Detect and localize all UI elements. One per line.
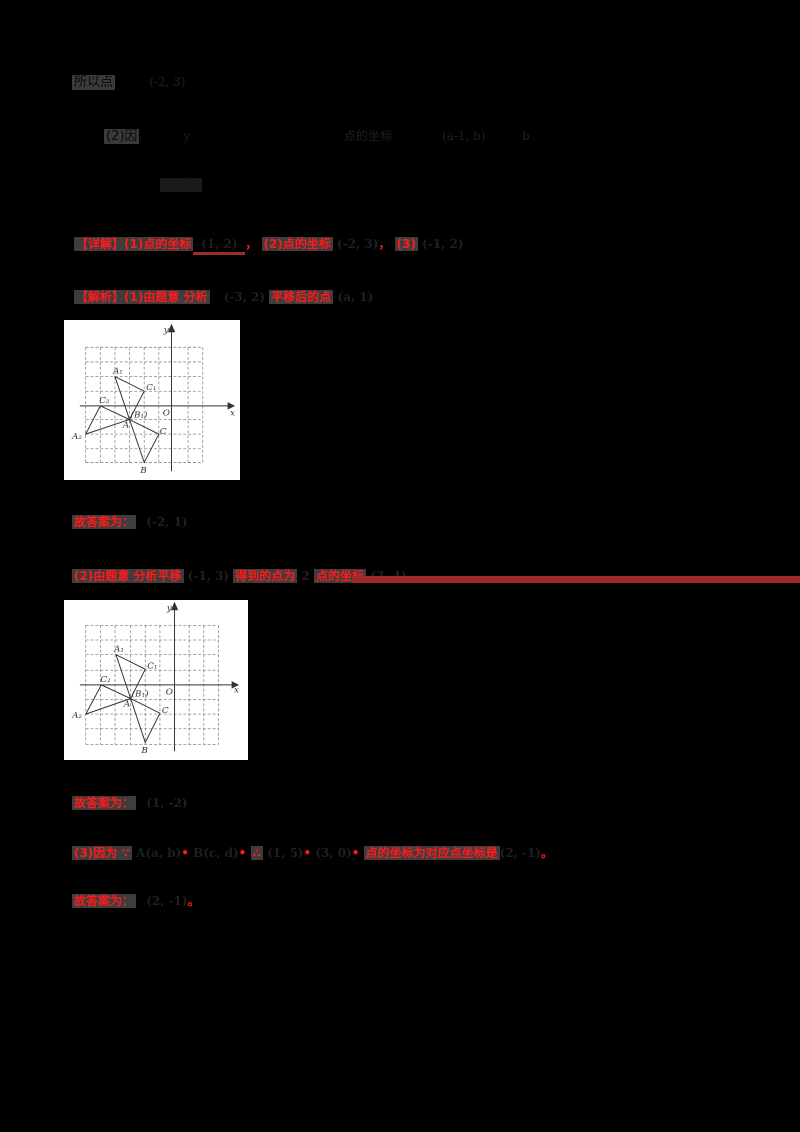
analysis3-math3: (1, 5)	[267, 846, 304, 860]
text-line-2: (2)因 y 点的坐标 (a-1, b) b	[104, 128, 544, 145]
line2-math3: b	[522, 129, 530, 143]
analysis1-math2: (a, 1)	[337, 290, 374, 304]
analysis2-label: (2)由题意 分析平移	[72, 569, 184, 583]
answer-line-2: 故答案为： (-2, 1)	[72, 514, 188, 530]
point-c1-label: C₁	[146, 383, 156, 393]
point-a1-label: A₁	[112, 367, 123, 377]
point-c-label-2: C	[162, 706, 169, 716]
point-a2-label-2: A₂	[71, 711, 82, 721]
analysis3-math5: (2, -1)	[499, 846, 542, 860]
coordinate-figure-2: x y O A B C A₁ (B₁) C₁ A₂ C₂	[64, 600, 248, 760]
analysis3-math2: B(c, d)	[193, 846, 239, 860]
answer-line-1: 【详解】(1)点的坐标 (1, 2)， (2)点的坐标 (-2, 3)， (3) …	[74, 236, 464, 255]
answer2-label: 故答案为：	[72, 515, 137, 529]
answer2-math: (-2, 1)	[146, 515, 188, 529]
point-c2-label: C₂	[99, 396, 110, 406]
highlight-bar	[352, 576, 800, 583]
point-a2-label: A₂	[71, 432, 82, 442]
line2-math1: y	[183, 129, 191, 143]
answer3-math: (1, -2)	[146, 796, 188, 810]
point-b-label-2: B	[140, 746, 148, 756]
line2-mid: 点的坐标	[344, 129, 393, 143]
answer4-end: 。	[187, 894, 200, 908]
analysis2-math: (-1, 3)	[187, 569, 230, 583]
line1-text: 所以点	[72, 75, 116, 90]
point-b1-label-2: (B₁)	[132, 689, 149, 700]
point-a-label: A	[122, 420, 129, 430]
axis-y-label-2: y	[166, 604, 173, 614]
analysis3-end: 。	[541, 846, 554, 860]
origin-label: O	[163, 409, 170, 419]
analysis1-math: (-3, 2)	[223, 290, 266, 304]
answer1-sep: ，	[245, 237, 258, 251]
text-line-1: 所以点 (-2, 3)	[72, 74, 185, 91]
analysis3-math4: (3, 0)	[315, 846, 352, 860]
analysis2-math2: 2	[301, 569, 310, 583]
axis-y-label: y	[163, 326, 170, 336]
answer1-math: (-2, 3)	[337, 237, 379, 251]
line2-pre: (2)因	[104, 129, 140, 144]
point-b-label: B	[139, 466, 147, 476]
origin-label-2: O	[166, 688, 173, 698]
point-a-label-2: A	[123, 699, 130, 709]
analysis-line-1: 【解析】(1)由题意 分析 (-3, 2) 平移后的点 (a, 1)	[74, 289, 373, 305]
answer1-label2: (2)点的坐标	[261, 237, 333, 251]
line2-math2: (a-1, b)	[442, 129, 486, 143]
analysis3-label2: ∴	[250, 846, 263, 860]
text-line-3: (-1, 2)	[160, 178, 203, 192]
answer1-sep2: ，	[378, 237, 391, 251]
point-c2-label-2: C₂	[100, 675, 111, 685]
point-a1-label-2: A₁	[113, 645, 124, 655]
analysis2-label2: 得到的点为	[233, 569, 298, 583]
answer4-math: (2, -1)	[146, 894, 188, 908]
answer4-label: 故答案为：	[72, 894, 137, 908]
analysis-line-2: (2)由题意 分析平移 (-1, 3) 得到的点为 2 点的坐标 (3, 4)	[72, 568, 407, 584]
answer-line-4: 故答案为： (2, -1)。	[72, 893, 200, 909]
answer1-blank: (1, 2)	[193, 236, 246, 255]
point-b1-label: (B₁)	[131, 410, 148, 421]
answer1-label3: (3)	[394, 237, 418, 251]
answer1-label: 【详解】(1)点的坐标	[74, 237, 194, 251]
analysis3-math1: A(a, b)	[136, 846, 182, 860]
line3-math: (-1, 2)	[160, 178, 203, 192]
analysis1-label: 【解析】(1)由题意 分析	[74, 290, 210, 304]
answer1-math2: (-1, 2)	[422, 237, 464, 251]
analysis-line-3: (3)因为 ∵ A(a, b)• B(c, d)• ∴ (1, 5)• (3, …	[72, 846, 554, 860]
point-c1-label-2: C₁	[147, 661, 157, 671]
line1-math: (-2, 3)	[149, 75, 186, 89]
answer3-label: 故答案为：	[72, 796, 137, 810]
analysis3-label3: 点的坐标为对应点坐标是	[363, 846, 500, 860]
analysis1-label2: 平移后的点	[269, 290, 334, 304]
answer-line-3: 故答案为： (1, -2)	[72, 795, 188, 811]
point-c-label: C	[160, 427, 167, 437]
axis-x-label: x	[230, 409, 235, 419]
analysis3-label: (3)因为 ∵	[72, 846, 132, 860]
axis-x-label-2: x	[234, 686, 239, 696]
coordinate-figure-1: x y O A B C A₁ (B₁) C₁ A₂ C₂	[64, 320, 240, 480]
